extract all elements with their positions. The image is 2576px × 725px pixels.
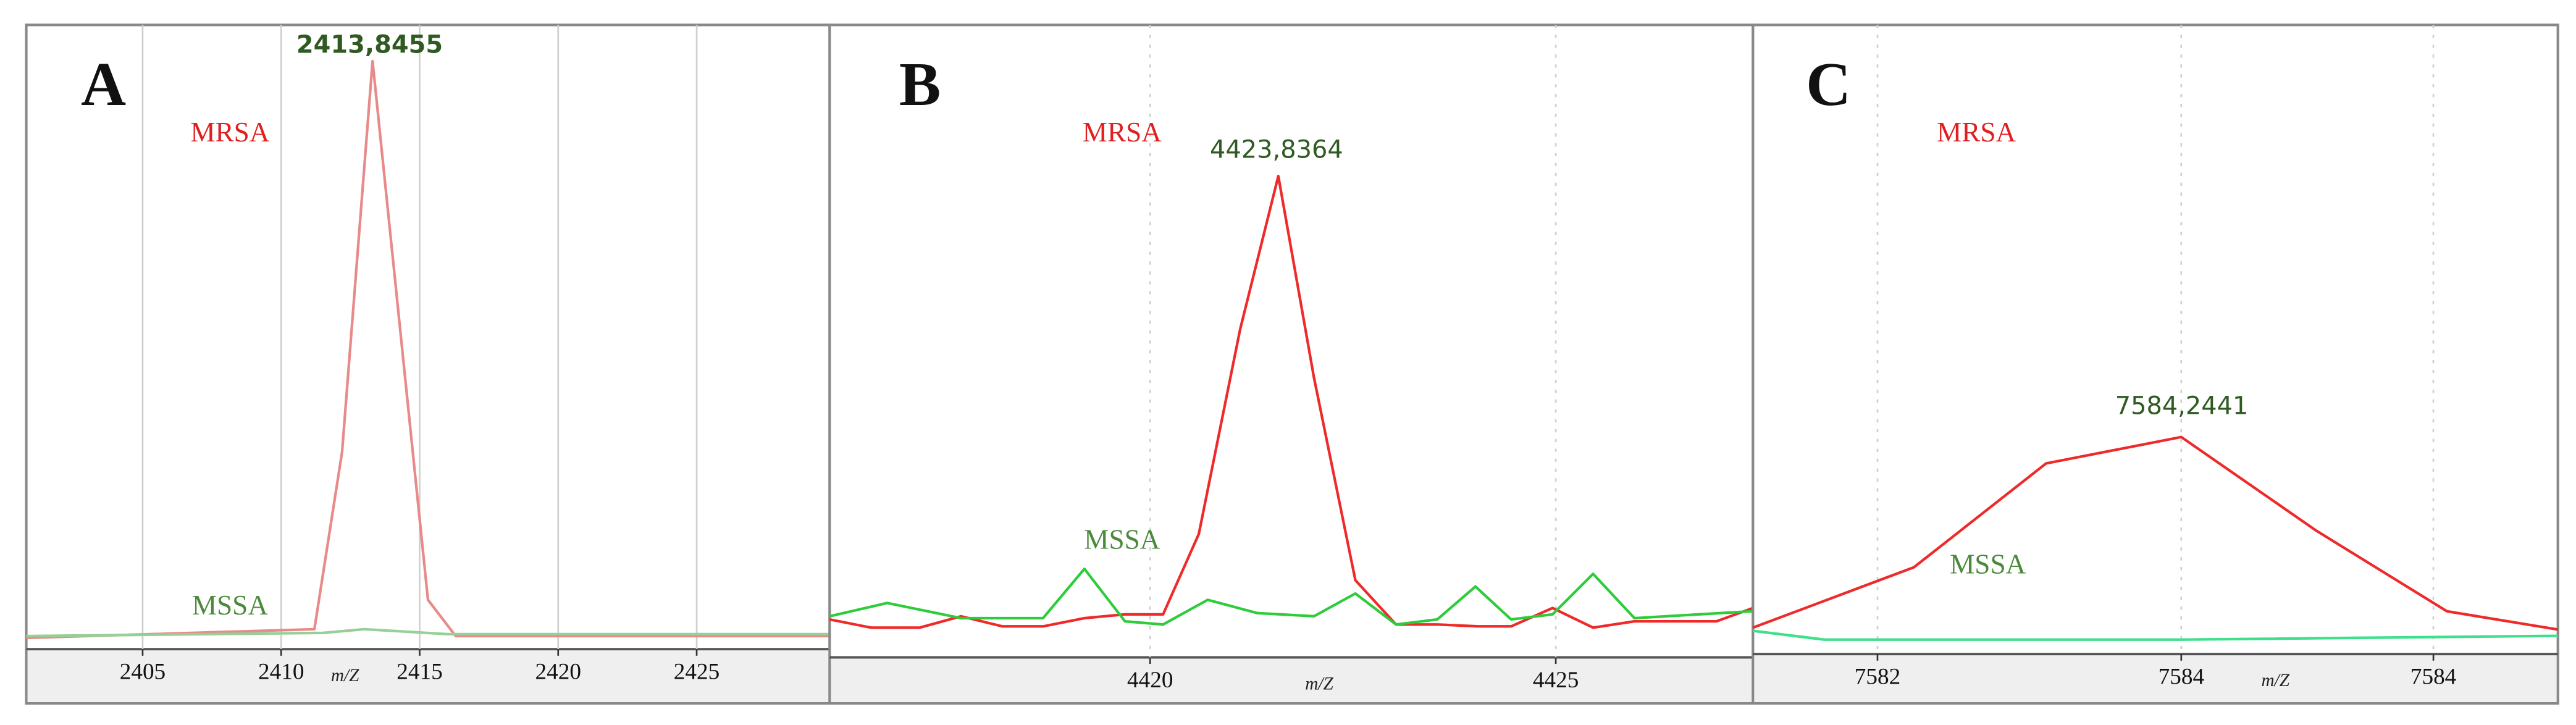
series-line xyxy=(26,59,830,640)
x-tick-label: 7582 xyxy=(1855,664,1900,690)
peak-label: 2413,8455 xyxy=(296,30,443,59)
x-tick-label: 4420 xyxy=(1127,668,1173,693)
axis-bar xyxy=(28,649,828,702)
panel-letter: A xyxy=(81,49,126,119)
peak-label: 7584,2441 xyxy=(2115,392,2249,421)
x-tick-label: 7584 xyxy=(2159,664,2205,690)
series-label: MRSA xyxy=(1937,117,2016,148)
x-tick-label: 7584 xyxy=(2410,664,2457,690)
frame xyxy=(25,23,2559,705)
panel-letter: B xyxy=(899,49,941,119)
x-tick-label: 2410 xyxy=(258,660,304,685)
axis-bar xyxy=(1754,654,2557,702)
series-label: MSSA xyxy=(1950,549,2026,580)
panel-letter: C xyxy=(1806,49,1851,119)
series-line xyxy=(1752,435,2559,631)
x-axis-label: m/Z xyxy=(2261,671,2289,690)
x-tick-label: 2425 xyxy=(674,660,720,685)
series-line xyxy=(26,627,830,638)
series-label: MRSA xyxy=(190,117,270,148)
series-label: MSSA xyxy=(1084,524,1160,555)
x-axis-label: m/Z xyxy=(1305,674,1333,694)
series-line xyxy=(829,567,1753,626)
series-label: MSSA xyxy=(192,590,269,621)
axis-bar xyxy=(831,657,1752,702)
x-tick-label: 4425 xyxy=(1533,668,1579,693)
x-tick-label: 2415 xyxy=(396,660,442,685)
peak-label: 4423,8364 xyxy=(1210,136,1343,164)
series-line xyxy=(829,175,1754,629)
series-line xyxy=(1753,629,2558,641)
x-tick-label: 2405 xyxy=(120,660,166,685)
x-axis-label: m/Z xyxy=(331,666,359,685)
panel-border xyxy=(1752,23,2559,705)
x-tick-label: 2420 xyxy=(535,660,581,685)
series-label: MRSA xyxy=(1083,117,1162,148)
